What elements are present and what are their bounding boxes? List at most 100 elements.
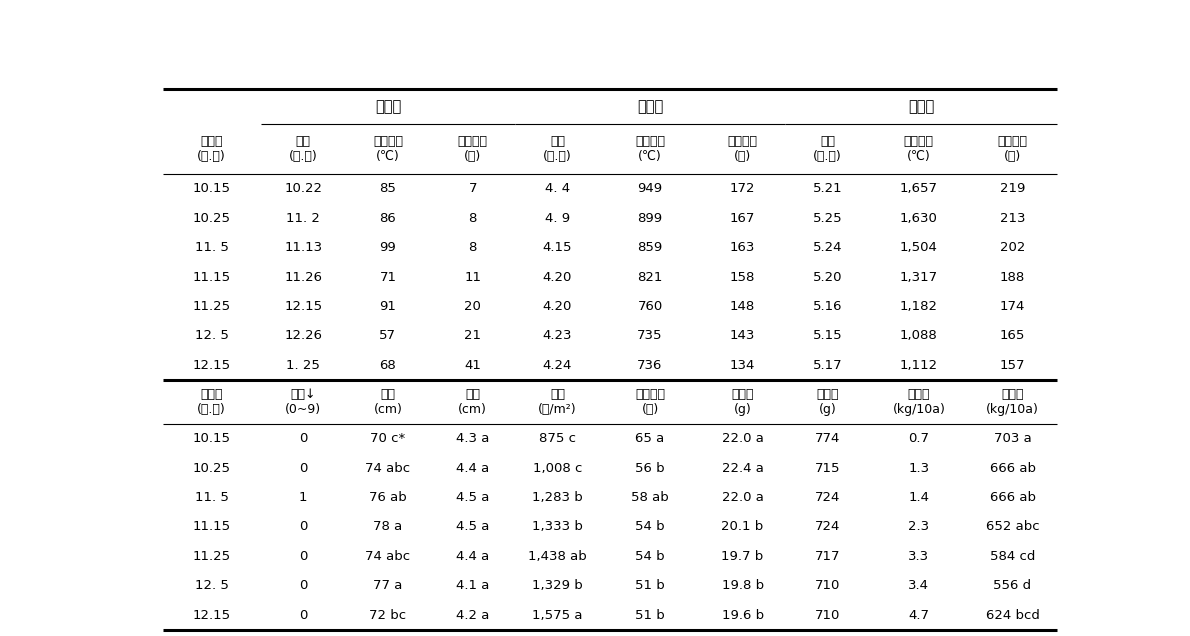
- Text: 1.4: 1.4: [908, 491, 929, 504]
- Text: 1,008 c: 1,008 c: [533, 462, 582, 474]
- Text: 717: 717: [815, 550, 840, 563]
- Text: 11.25: 11.25: [193, 550, 231, 563]
- Text: 4.4 a: 4.4 a: [456, 462, 489, 474]
- Text: 적산온도
(℃): 적산온도 (℃): [635, 135, 665, 163]
- Text: 172: 172: [729, 183, 756, 195]
- Text: 710: 710: [815, 609, 840, 621]
- Text: 11.26: 11.26: [284, 270, 322, 284]
- Text: 7: 7: [469, 183, 477, 195]
- Text: 19.7 b: 19.7 b: [721, 550, 764, 563]
- Text: 적산온도
(℃): 적산온도 (℃): [904, 135, 934, 163]
- Text: 219: 219: [1000, 183, 1026, 195]
- Text: 703 a: 703 a: [994, 432, 1032, 445]
- Text: 도복↓
(0~9): 도복↓ (0~9): [286, 388, 321, 416]
- Text: 출현기: 출현기: [375, 99, 401, 114]
- Text: 213: 213: [1000, 212, 1026, 225]
- Text: 71: 71: [380, 270, 396, 284]
- Text: 12. 5: 12. 5: [195, 579, 228, 592]
- Text: 22.0 a: 22.0 a: [721, 432, 764, 445]
- Text: 4. 9: 4. 9: [545, 212, 570, 225]
- Text: 10.25: 10.25: [193, 462, 231, 474]
- Text: 4.23: 4.23: [543, 329, 572, 342]
- Text: 41: 41: [464, 359, 481, 372]
- Text: 일자
(월.일): 일자 (월.일): [289, 135, 318, 163]
- Text: 556 d: 556 d: [994, 579, 1032, 592]
- Text: 1.3: 1.3: [908, 462, 929, 474]
- Text: 165: 165: [1000, 329, 1026, 342]
- Text: 12. 5: 12. 5: [195, 329, 228, 342]
- Text: 760: 760: [638, 300, 663, 313]
- Text: 10.25: 10.25: [193, 212, 231, 225]
- Text: 22.4 a: 22.4 a: [721, 462, 764, 474]
- Text: 10.22: 10.22: [284, 183, 322, 195]
- Text: 1,657: 1,657: [900, 183, 938, 195]
- Text: 20: 20: [464, 300, 481, 313]
- Text: 774: 774: [815, 432, 840, 445]
- Text: 4.15: 4.15: [543, 241, 572, 254]
- Text: 20.1 b: 20.1 b: [721, 520, 764, 534]
- Text: 85: 85: [380, 183, 396, 195]
- Text: 1: 1: [299, 491, 307, 504]
- Text: 158: 158: [729, 270, 756, 284]
- Text: 74 abc: 74 abc: [365, 550, 411, 563]
- Text: 출수기: 출수기: [637, 99, 663, 114]
- Text: 58 ab: 58 ab: [631, 491, 669, 504]
- Text: 65 a: 65 a: [635, 432, 665, 445]
- Text: 1,182: 1,182: [900, 300, 938, 313]
- Text: 0: 0: [299, 579, 307, 592]
- Text: 76 ab: 76 ab: [369, 491, 407, 504]
- Text: 19.8 b: 19.8 b: [721, 579, 764, 592]
- Text: 584 cd: 584 cd: [990, 550, 1035, 563]
- Text: 11.15: 11.15: [193, 270, 231, 284]
- Text: 0: 0: [299, 609, 307, 621]
- Text: 리터중
(g): 리터중 (g): [816, 388, 839, 416]
- Text: 1,317: 1,317: [900, 270, 938, 284]
- Text: 710: 710: [815, 579, 840, 592]
- Text: 5.17: 5.17: [813, 359, 843, 372]
- Text: 21: 21: [464, 329, 481, 342]
- Text: 5.15: 5.15: [813, 329, 843, 342]
- Text: 0: 0: [299, 520, 307, 534]
- Text: 일자
(월.일): 일자 (월.일): [543, 135, 572, 163]
- Text: 12.15: 12.15: [284, 300, 322, 313]
- Text: 72 bc: 72 bc: [369, 609, 407, 621]
- Text: 12.15: 12.15: [193, 359, 231, 372]
- Text: 1,438 ab: 1,438 ab: [528, 550, 587, 563]
- Text: 624 bcd: 624 bcd: [985, 609, 1040, 621]
- Text: 1,112: 1,112: [900, 359, 938, 372]
- Text: 0.7: 0.7: [908, 432, 929, 445]
- Text: 875 c: 875 c: [539, 432, 576, 445]
- Text: 2.3: 2.3: [908, 520, 929, 534]
- Text: 5.24: 5.24: [813, 241, 843, 254]
- Text: 수장
(cm): 수장 (cm): [458, 388, 487, 416]
- Text: 10.15: 10.15: [193, 432, 231, 445]
- Text: 0: 0: [299, 462, 307, 474]
- Text: 735: 735: [638, 329, 663, 342]
- Text: 5.20: 5.20: [813, 270, 843, 284]
- Text: 666 ab: 666 ab: [990, 491, 1035, 504]
- Text: 소요일수
(일): 소요일수 (일): [458, 135, 488, 163]
- Text: 1,575 a: 1,575 a: [532, 609, 583, 621]
- Text: 4.20: 4.20: [543, 300, 572, 313]
- Text: 899: 899: [638, 212, 663, 225]
- Text: 천립중
(g): 천립중 (g): [732, 388, 753, 416]
- Text: 77 a: 77 a: [374, 579, 402, 592]
- Text: 11. 5: 11. 5: [195, 241, 228, 254]
- Text: 74 abc: 74 abc: [365, 462, 411, 474]
- Text: 1,088: 1,088: [900, 329, 938, 342]
- Text: 99: 99: [380, 241, 396, 254]
- Text: 11. 2: 11. 2: [286, 212, 320, 225]
- Text: 일자
(월.일): 일자 (월.일): [813, 135, 841, 163]
- Text: 11. 5: 11. 5: [195, 491, 228, 504]
- Text: 821: 821: [638, 270, 663, 284]
- Text: 143: 143: [729, 329, 756, 342]
- Text: 51 b: 51 b: [635, 579, 665, 592]
- Text: 724: 724: [815, 520, 840, 534]
- Text: 1,630: 1,630: [900, 212, 938, 225]
- Text: 11.13: 11.13: [284, 241, 322, 254]
- Text: 5.16: 5.16: [813, 300, 843, 313]
- Text: 소요일수
(일): 소요일수 (일): [997, 135, 1027, 163]
- Text: 1,329 b: 1,329 b: [532, 579, 583, 592]
- Text: 4.5 a: 4.5 a: [456, 520, 489, 534]
- Text: 5.25: 5.25: [813, 212, 843, 225]
